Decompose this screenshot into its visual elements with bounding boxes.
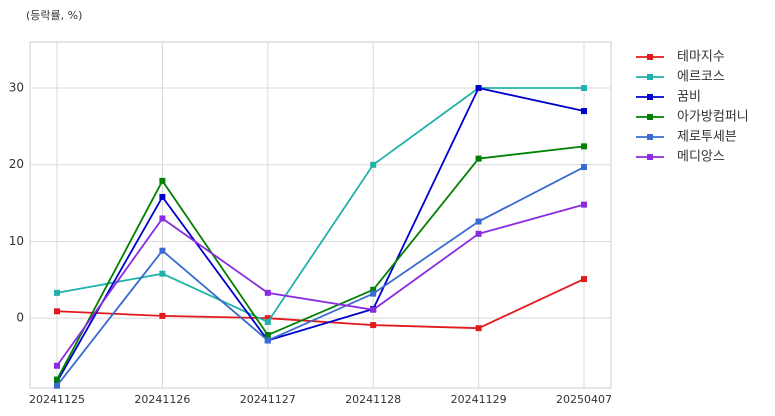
point-marker: [264, 289, 271, 296]
point-marker: [581, 276, 587, 283]
point-marker: [159, 177, 166, 184]
y-tick-label: 10: [9, 234, 24, 248]
x-tick-label: 20250407: [556, 393, 612, 406]
point-marker: [581, 164, 587, 171]
point-marker: [159, 215, 166, 222]
legend-marker: [647, 54, 653, 60]
point-marker: [581, 108, 587, 115]
legend-label: 아가방컴퍼니: [677, 110, 749, 125]
point-marker: [159, 312, 166, 319]
point-marker: [475, 325, 482, 332]
point-marker: [370, 290, 377, 297]
y-tick-label: 20: [9, 157, 24, 171]
point-marker: [475, 230, 482, 237]
legend-marker: [647, 114, 653, 120]
point-marker: [264, 315, 271, 322]
point-marker: [581, 85, 587, 92]
point-marker: [54, 308, 60, 315]
y-tick-label: 0: [16, 311, 24, 325]
point-marker: [370, 286, 377, 293]
legend-marker: [647, 74, 653, 80]
series-line: [56, 145, 585, 380]
y-tick-label: 30: [9, 81, 24, 95]
point-marker: [370, 322, 377, 329]
x-tick-label: 20241127: [240, 393, 296, 406]
x-tick-label: 20241125: [29, 393, 85, 406]
legend-marker: [647, 134, 653, 140]
legend-label: 제로투세븐: [677, 130, 737, 145]
x-tick-label: 20241128: [345, 393, 401, 406]
point-marker: [475, 155, 482, 162]
point-marker: [159, 270, 166, 277]
legend-marker: [647, 154, 653, 160]
x-tick-label: 20241126: [134, 393, 190, 406]
point-marker: [54, 376, 60, 383]
point-marker: [159, 193, 166, 200]
series-line: [56, 278, 585, 330]
point-marker: [475, 85, 482, 92]
legend-label: 꿈비: [677, 90, 701, 105]
point-marker: [54, 382, 60, 389]
point-marker: [581, 143, 587, 150]
point-marker: [159, 247, 166, 254]
legend-label: 메디앙스: [677, 150, 725, 165]
point-marker: [54, 289, 60, 296]
series-line: [56, 203, 585, 367]
legend-marker: [647, 94, 653, 100]
point-marker: [370, 306, 377, 313]
point-marker: [54, 362, 60, 369]
point-marker: [264, 332, 271, 339]
y-axis-label: (등락률, %): [26, 9, 82, 22]
series-line: [56, 86, 585, 383]
legend-label: 에르코스: [677, 70, 725, 85]
series-line: [56, 166, 585, 387]
plot-frame: [29, 41, 612, 389]
point-marker: [475, 218, 482, 225]
point-marker: [370, 161, 377, 168]
point-marker: [264, 337, 271, 344]
x-tick-label: 20241129: [451, 393, 507, 406]
point-marker: [581, 201, 587, 208]
point-marker: [264, 319, 271, 326]
series-line: [56, 87, 584, 324]
legend-label: 테마지수: [677, 50, 725, 65]
